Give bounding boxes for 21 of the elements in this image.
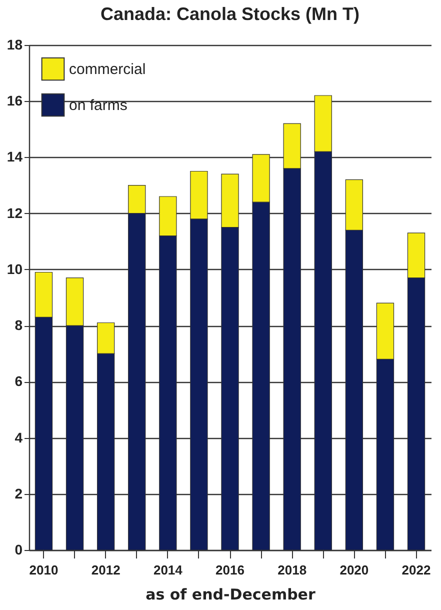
x-axis-title: as of end-December bbox=[146, 586, 316, 604]
legend-label: commercial bbox=[69, 61, 146, 78]
legend-label: on farms bbox=[69, 97, 128, 114]
x-tick-label: 2020 bbox=[340, 562, 369, 578]
x-tick-label: 2014 bbox=[153, 562, 184, 578]
x-tick-label: 2010 bbox=[29, 562, 58, 578]
x-tick-label: 2022 bbox=[402, 562, 431, 578]
y-tick-label: 18 bbox=[6, 36, 23, 52]
y-tick-label: 2 bbox=[14, 485, 23, 502]
x-tick-label: 2016 bbox=[216, 562, 244, 578]
y-tick-label: 10 bbox=[6, 260, 23, 277]
y-tick-label: 12 bbox=[6, 204, 23, 221]
y-tick-label: 0 bbox=[14, 542, 23, 558]
y-tick-label: 6 bbox=[14, 373, 23, 390]
x-tick-label: 2012 bbox=[91, 562, 120, 578]
y-tick-label: 16 bbox=[6, 92, 23, 109]
y-tick-label: 8 bbox=[14, 317, 23, 334]
y-tick-label: 14 bbox=[6, 148, 23, 165]
chart-title: Canada: Canola Stocks (Mn T) bbox=[100, 4, 360, 24]
x-tick-label: 2018 bbox=[278, 562, 307, 578]
y-tick-label: 4 bbox=[14, 429, 23, 446]
